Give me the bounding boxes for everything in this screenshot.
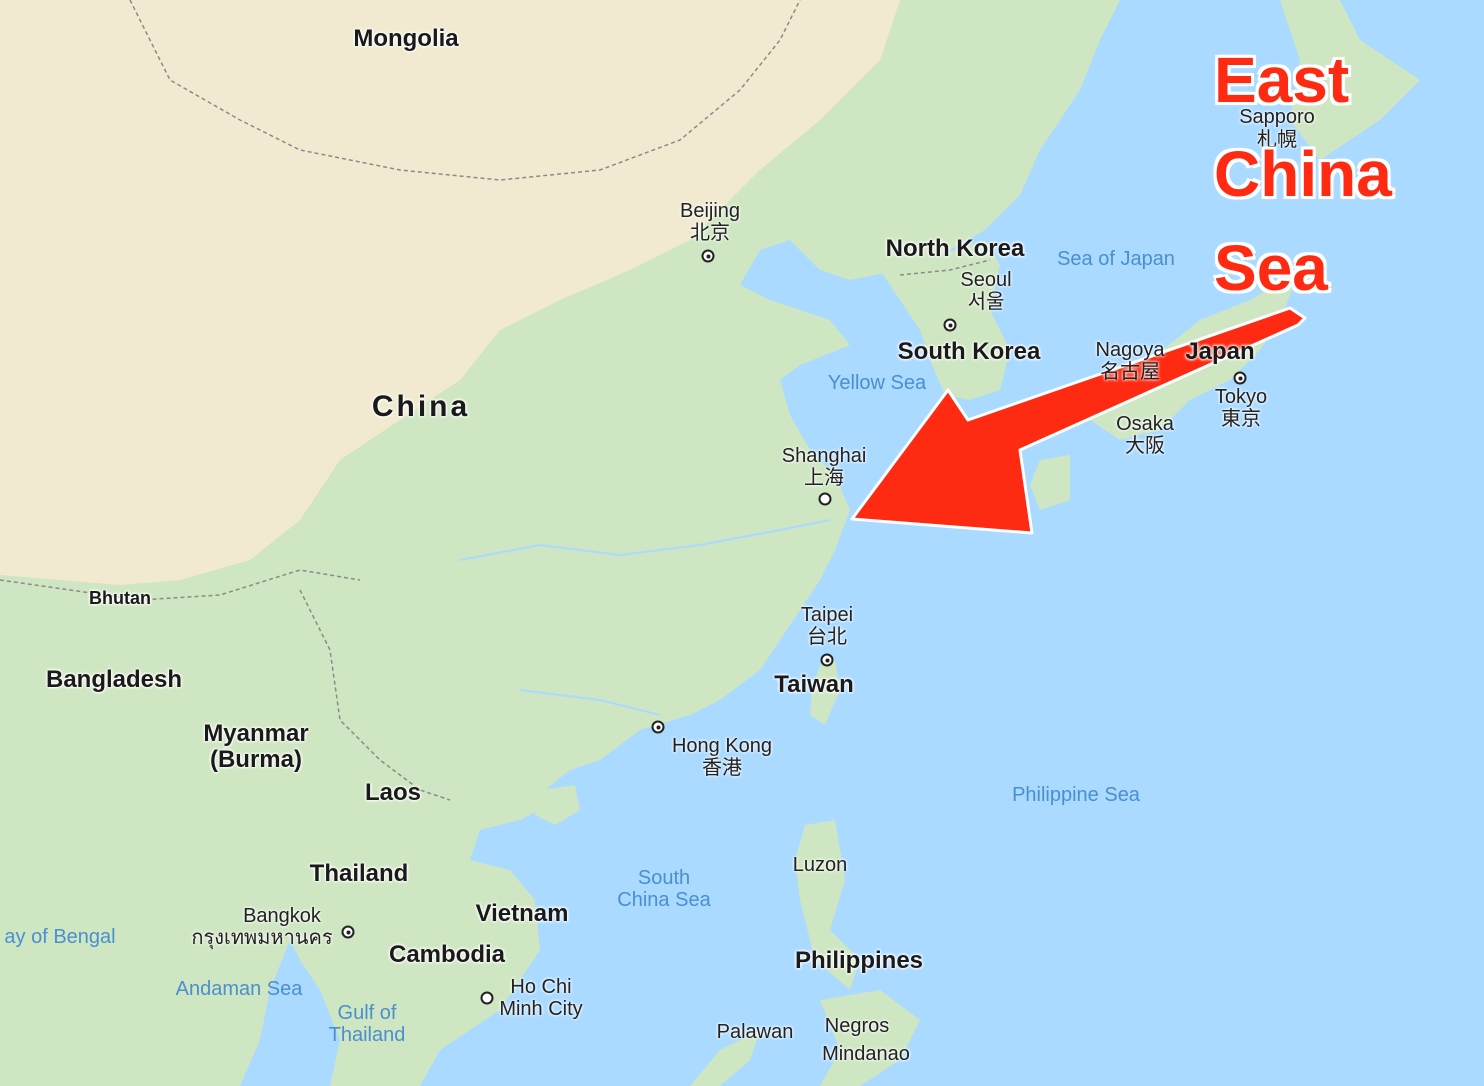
label-bay-of-bengal: ay of Bengal [4, 926, 116, 948]
land-visayas [820, 990, 920, 1086]
label-luzon: Luzon [792, 854, 848, 876]
label-taipei: Taipei 台北 [800, 604, 854, 648]
label-mongolia: Mongolia [353, 25, 459, 52]
label-sea-of-japan: Sea of Japan [1057, 248, 1175, 270]
land-hainan [535, 785, 580, 825]
label-yellow-sea: Yellow Sea [827, 372, 927, 394]
label-tokyo: Tokyo 東京 [1214, 386, 1268, 430]
river [519, 689, 661, 716]
river [459, 519, 831, 561]
border-line [899, 259, 991, 276]
city-marker-hong-kong[interactable] [651, 720, 665, 734]
land-hokkaido [1280, 0, 1420, 160]
label-china: China [371, 390, 471, 423]
label-south-china-sea: South China Sea [617, 867, 711, 911]
city-marker-taipei[interactable] [820, 653, 834, 667]
label-philippine-sea: Philippine Sea [1012, 784, 1140, 806]
label-myanmar: Myanmar (Burma) [203, 720, 309, 774]
land-taiwan [810, 660, 840, 725]
label-bangkok: Bangkok กรุงเทพมหานคร [191, 905, 333, 949]
city-marker-beijing[interactable] [701, 249, 715, 263]
label-vietnam: Vietnam [475, 900, 569, 927]
label-nagoya: Nagoya 名古屋 [1095, 339, 1165, 383]
city-marker-shanghai[interactable] [818, 492, 832, 506]
label-bhutan: Bhutan [89, 588, 151, 608]
label-hong-kong: Hong Kong 香港 [671, 735, 773, 779]
annotation-east: East [1214, 44, 1350, 116]
label-ho-chi-minh: Ho Chi Minh City [499, 976, 583, 1020]
city-marker-ho-chi-minh[interactable] [480, 991, 494, 1005]
annotation-sea: Sea [1214, 232, 1328, 304]
land-desert [0, 0, 900, 585]
label-japan: Japan [1185, 338, 1255, 365]
label-gulf-of-thailand: Gulf of Thailand [328, 1002, 406, 1046]
land-palawan [690, 1030, 760, 1086]
city-marker-seoul[interactable] [943, 318, 957, 332]
label-seoul: Seoul 서울 [960, 269, 1012, 313]
city-marker-bangkok[interactable] [341, 925, 355, 939]
annotation-arrow [850, 306, 1307, 535]
label-north-korea: North Korea [885, 235, 1025, 262]
label-philippines: Philippines [794, 947, 924, 974]
label-negros: Negros [824, 1015, 890, 1037]
border-line [0, 569, 361, 601]
label-andaman-sea: Andaman Sea [175, 978, 303, 1000]
land-luzon [795, 820, 860, 990]
label-mindanao: Mindanao [822, 1043, 910, 1065]
label-palawan: Palawan [716, 1021, 794, 1043]
label-taiwan: Taiwan [774, 671, 854, 698]
border-line [129, 0, 801, 181]
label-thailand: Thailand [309, 860, 409, 887]
label-beijing: Beijing 北京 [679, 200, 741, 244]
label-shanghai: Shanghai 上海 [781, 445, 867, 489]
label-sapporo: Sapporo 札幌 [1239, 106, 1315, 151]
city-marker-tokyo[interactable] [1233, 371, 1247, 385]
label-south-korea: South Korea [897, 338, 1041, 365]
label-laos: Laos [364, 779, 422, 806]
label-cambodia: Cambodia [388, 941, 506, 968]
annotation-china: China [1214, 138, 1392, 210]
label-bangladesh: Bangladesh [45, 666, 183, 693]
label-osaka: Osaka 大阪 [1116, 413, 1174, 457]
land-kyushu [1030, 455, 1070, 510]
